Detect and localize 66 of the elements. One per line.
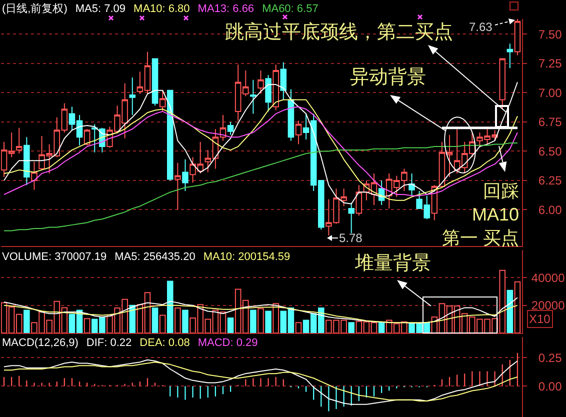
chart-title: MACD(12,26,9) <box>2 337 78 349</box>
candlestick <box>250 79 256 114</box>
y-tick-label: 6.75 <box>538 115 562 130</box>
annotation: 跳高过平底颈线，第二买点 <box>225 21 453 43</box>
candlestick <box>348 202 354 234</box>
annotation: MACD: 0.29 <box>198 337 258 349</box>
text: MA60: 6.57 <box>262 3 318 15</box>
candlestick <box>24 136 30 186</box>
series-label: DEA: 0.08 <box>140 337 190 349</box>
candlestick <box>506 43 514 69</box>
candlestick <box>129 77 136 116</box>
y-tick-label: 20000 <box>531 298 566 313</box>
bar <box>250 310 256 333</box>
chart-title: VOLUME: 370007.19 <box>2 251 107 263</box>
bar <box>129 304 136 333</box>
candlestick <box>182 158 188 192</box>
candlestick <box>408 172 415 196</box>
y-tick-label: 7.25 <box>538 56 562 71</box>
candlestick <box>166 90 174 181</box>
candlestick <box>356 184 362 216</box>
candlestick <box>16 127 22 154</box>
candlestick <box>280 62 287 100</box>
candlestick <box>288 88 294 142</box>
annotation: 7.63 <box>469 20 493 34</box>
bar <box>182 310 188 333</box>
text: MA5: 7.09 <box>75 3 126 15</box>
text: MA10: 200154.59 <box>203 251 290 263</box>
text: MA10: 6.80 <box>134 3 190 15</box>
candlestick <box>174 162 181 210</box>
series-label: DIF: 0.22 <box>86 337 132 349</box>
bar <box>166 280 174 333</box>
y-tick-label: 7.50 <box>538 27 562 42</box>
annotation: 堆量背景 <box>354 253 431 274</box>
annotation: 异动背景 <box>350 67 426 88</box>
bar <box>378 322 385 333</box>
y-tick-label: 40000 <box>531 270 566 285</box>
bar <box>265 310 272 333</box>
y-tick-label: 0.25 <box>538 350 562 365</box>
candlestick <box>499 58 506 110</box>
candlestick <box>265 74 272 112</box>
line-series <box>4 304 518 324</box>
text: MA5: 256435.20 <box>114 251 196 263</box>
chart-title: (日线,前复权) <box>2 3 68 15</box>
bar <box>506 290 514 333</box>
y-tick-label: 6.00 <box>538 202 562 217</box>
y-tick-label: 6.25 <box>538 174 562 188</box>
bar <box>227 318 234 333</box>
y-tick-label: 7.00 <box>538 86 562 100</box>
y-axis-title: X10 <box>529 312 551 326</box>
bar <box>348 322 354 333</box>
annotation: 5.78 <box>339 231 363 245</box>
candlestick <box>227 121 234 136</box>
candlestick <box>31 161 38 190</box>
candlestick <box>152 58 158 106</box>
candlestick <box>295 120 302 145</box>
y-tick-label: 0.00 <box>538 379 562 394</box>
text: MA13: 6.66 <box>198 3 254 15</box>
candlestick <box>258 70 264 94</box>
line-series <box>4 297 518 324</box>
candlestick <box>272 64 279 111</box>
candlestick <box>159 90 166 112</box>
annotation: 回踩 MA10 第一 买点 <box>442 181 520 248</box>
candlestick <box>514 19 521 56</box>
bar <box>24 310 30 333</box>
bar <box>152 307 158 333</box>
y-tick-label: 6.50 <box>538 144 562 158</box>
